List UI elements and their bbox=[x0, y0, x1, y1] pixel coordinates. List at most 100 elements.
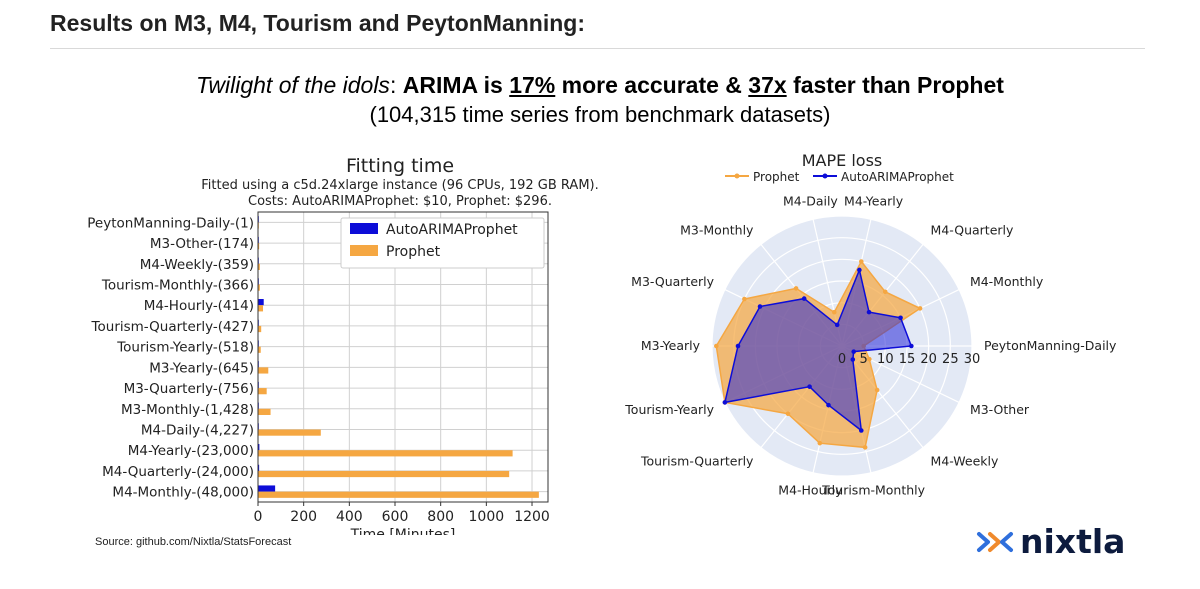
radar-point-autoarimaprophet bbox=[909, 343, 914, 349]
bar-legend-box bbox=[340, 217, 545, 269]
logo-word: nixtla bbox=[1020, 522, 1126, 561]
bar-chart-subtitle-line: Fitted using a c5d.24xlarge instance (96… bbox=[201, 178, 599, 193]
bar-legend: AutoARIMAProphet Prophet bbox=[340, 217, 545, 269]
bar-x-tick-label: 400 bbox=[336, 509, 363, 525]
radar-category-label: PeytonManning-Daily bbox=[984, 338, 1117, 353]
bar-plot-frame bbox=[257, 211, 549, 503]
bar-category-label: M4-Yearly-(23,000) bbox=[128, 443, 254, 459]
radar-point-prophet bbox=[858, 259, 864, 264]
legend-label-autoarimaprophet: AutoARIMAProphet bbox=[386, 222, 518, 238]
radar-category-label: M4-Hourly bbox=[778, 482, 843, 497]
radar-category-label: M4-Quarterly bbox=[931, 222, 1014, 237]
bar-category-label: M4-Daily-(4,227) bbox=[141, 423, 254, 439]
radar-point-prophet bbox=[785, 411, 791, 417]
bar-chart-subtitle-line: Costs: AutoARIMAProphet: $10, Prophet: $… bbox=[248, 194, 552, 209]
bar-category-label: Tourism-Quarterly-(427) bbox=[91, 319, 254, 335]
radar-point-prophet bbox=[874, 387, 880, 393]
bar-category-label: M4-Hourly-(414) bbox=[144, 298, 254, 314]
radar-point-prophet bbox=[882, 289, 888, 295]
page-title: Results on M3, M4, Tourism and PeytonMan… bbox=[50, 10, 585, 36]
headline-bold-b: more accurate & bbox=[561, 72, 742, 98]
radar-point-prophet bbox=[742, 296, 747, 302]
radar-point-autoarimaprophet bbox=[858, 428, 864, 433]
bar-prophet bbox=[258, 491, 539, 498]
bar-autoarimaprophet bbox=[258, 299, 264, 306]
radar-category-label: M3-Yearly bbox=[641, 338, 701, 353]
bar-x-tick-label: 1200 bbox=[514, 509, 550, 525]
bar-category-label: PeytonManning-Daily-(1) bbox=[87, 215, 254, 231]
radar-point-autoarimaprophet bbox=[801, 296, 807, 301]
bar-x-tick-label: 600 bbox=[382, 509, 409, 525]
radar-point-prophet bbox=[862, 445, 868, 450]
radar-r-tick-label: 5 bbox=[860, 352, 868, 367]
bar-prophet bbox=[258, 346, 261, 353]
radar-category-label: Tourism-Monthly bbox=[821, 482, 926, 497]
radar-point-autoarimaprophet bbox=[834, 322, 840, 328]
bar-x-axis-label: Time [Minutes] bbox=[350, 527, 456, 535]
bar-prophet bbox=[258, 263, 260, 270]
nixtla-logo: nixtla bbox=[976, 522, 1125, 561]
bar-category-label: M4-Weekly-(359) bbox=[140, 257, 254, 273]
bar-prophet bbox=[258, 367, 269, 374]
radar-r-tick-label: 15 bbox=[899, 352, 916, 367]
radar-point-prophet bbox=[817, 440, 823, 446]
radar-point-autoarimaprophet bbox=[826, 402, 831, 408]
bar-autoarimaprophet bbox=[258, 464, 260, 471]
radar-category-label: M4-Weekly bbox=[931, 454, 999, 469]
radar-legend-marker-prophet bbox=[734, 173, 740, 179]
bar-category-label: Tourism-Yearly-(518) bbox=[116, 340, 254, 356]
headline-percent: 17% bbox=[509, 72, 556, 98]
radar-point-autoarimaprophet bbox=[757, 304, 763, 309]
bar-prophet bbox=[258, 408, 271, 415]
radar-legend-label-prophet: Prophet bbox=[753, 170, 800, 184]
radar-category-label: M3-Monthly bbox=[680, 222, 754, 237]
radar-category-label: M4-Yearly bbox=[844, 194, 904, 209]
bar-prophet bbox=[258, 388, 267, 395]
headline-italic: Twilight of the idols bbox=[196, 72, 390, 98]
bar-prophet bbox=[258, 429, 321, 436]
bar-chart-title: Fitting time bbox=[346, 155, 454, 177]
title-divider bbox=[50, 48, 1145, 49]
radar-point-prophet bbox=[793, 286, 799, 291]
bar-x-tick-label: 200 bbox=[290, 509, 317, 525]
bar-prophet bbox=[258, 325, 262, 333]
radar-point-autoarimaprophet bbox=[807, 384, 812, 389]
legend-label-prophet: Prophet bbox=[386, 244, 441, 260]
bar-prophet bbox=[258, 470, 510, 478]
headline-bold-a: ARIMA is bbox=[402, 72, 503, 98]
radar-category-label: M3-Quarterly bbox=[631, 274, 714, 289]
radar-r-tick-label: 20 bbox=[920, 352, 937, 367]
radar-point-autoarimaprophet bbox=[850, 357, 856, 362]
bar-prophet bbox=[258, 305, 264, 312]
bar-prophet bbox=[258, 284, 260, 291]
radar-point-autoarimaprophet bbox=[866, 309, 872, 315]
headline: Twilight of the idols: ARIMA is 17% more… bbox=[0, 72, 1200, 99]
legend-swatch-autoarimaprophet bbox=[350, 223, 378, 234]
nixtla-mark-icon bbox=[977, 531, 1013, 552]
radar-title: MAPE loss bbox=[802, 151, 883, 170]
radar-point-autoarimaprophet bbox=[722, 400, 728, 405]
radar-point-prophet bbox=[867, 356, 872, 362]
radar-category-label: M4-Daily bbox=[783, 194, 838, 209]
radar-point-prophet bbox=[917, 306, 923, 311]
radar-category-label: M4-Monthly bbox=[970, 274, 1044, 289]
radar-point-autoarimaprophet bbox=[898, 315, 903, 321]
radar-point-autoarimaprophet bbox=[735, 343, 741, 349]
bar-autoarimaprophet bbox=[258, 444, 260, 451]
headline-speed: 37x bbox=[748, 72, 787, 98]
headline-subtitle: (104,315 time series from benchmark data… bbox=[369, 102, 831, 127]
radar-category-label: Tourism-Quarterly bbox=[640, 454, 754, 469]
source-note: Source: github.com/Nixtla/StatsForecast bbox=[95, 536, 292, 548]
bar-category-label: M3-Other-(174) bbox=[150, 236, 254, 252]
headline-colon: : bbox=[389, 72, 397, 98]
bar-category-label: M3-Monthly-(1,428) bbox=[121, 402, 254, 418]
radar-category-label: Tourism-Yearly bbox=[624, 402, 714, 417]
radar-legend: Prophet AutoARIMAProphet bbox=[725, 170, 954, 184]
radar-category-label: M3-Other bbox=[970, 402, 1030, 417]
bar-category-label: M4-Quarterly-(24,000) bbox=[102, 464, 254, 480]
radar-r-tick-label: 30 bbox=[964, 352, 981, 367]
bar-prophet bbox=[258, 243, 260, 250]
bar-category-label: M3-Quarterly-(756) bbox=[124, 381, 254, 397]
